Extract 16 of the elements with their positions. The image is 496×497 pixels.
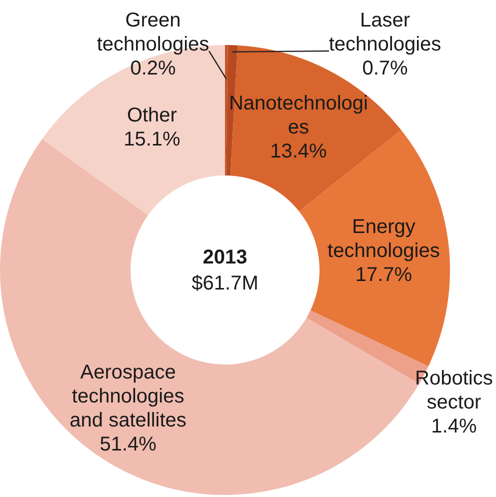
text: 2013 xyxy=(202,246,248,269)
text: $61.7M xyxy=(192,272,258,295)
slice-label: Other xyxy=(126,104,178,126)
data-label: 13.4% xyxy=(270,140,328,163)
data-label: 17.7% xyxy=(355,264,412,286)
slice-label: Green technologies xyxy=(96,10,210,56)
data-label: 1.4% xyxy=(431,416,477,438)
data-label: 51.4% xyxy=(100,434,157,456)
slice-label: Robotics sector xyxy=(415,368,493,414)
slice-label: Laser technologies xyxy=(328,10,442,56)
slice-label: Nanotechnologies xyxy=(228,92,368,139)
data-label: 0.7% xyxy=(362,58,408,80)
slice-label: Aerospace technologies and satellites xyxy=(70,362,186,432)
slice-label: Energy technologies xyxy=(328,216,440,262)
data-label: 0.2% xyxy=(130,58,176,80)
data-label: 15.1% xyxy=(124,128,181,150)
